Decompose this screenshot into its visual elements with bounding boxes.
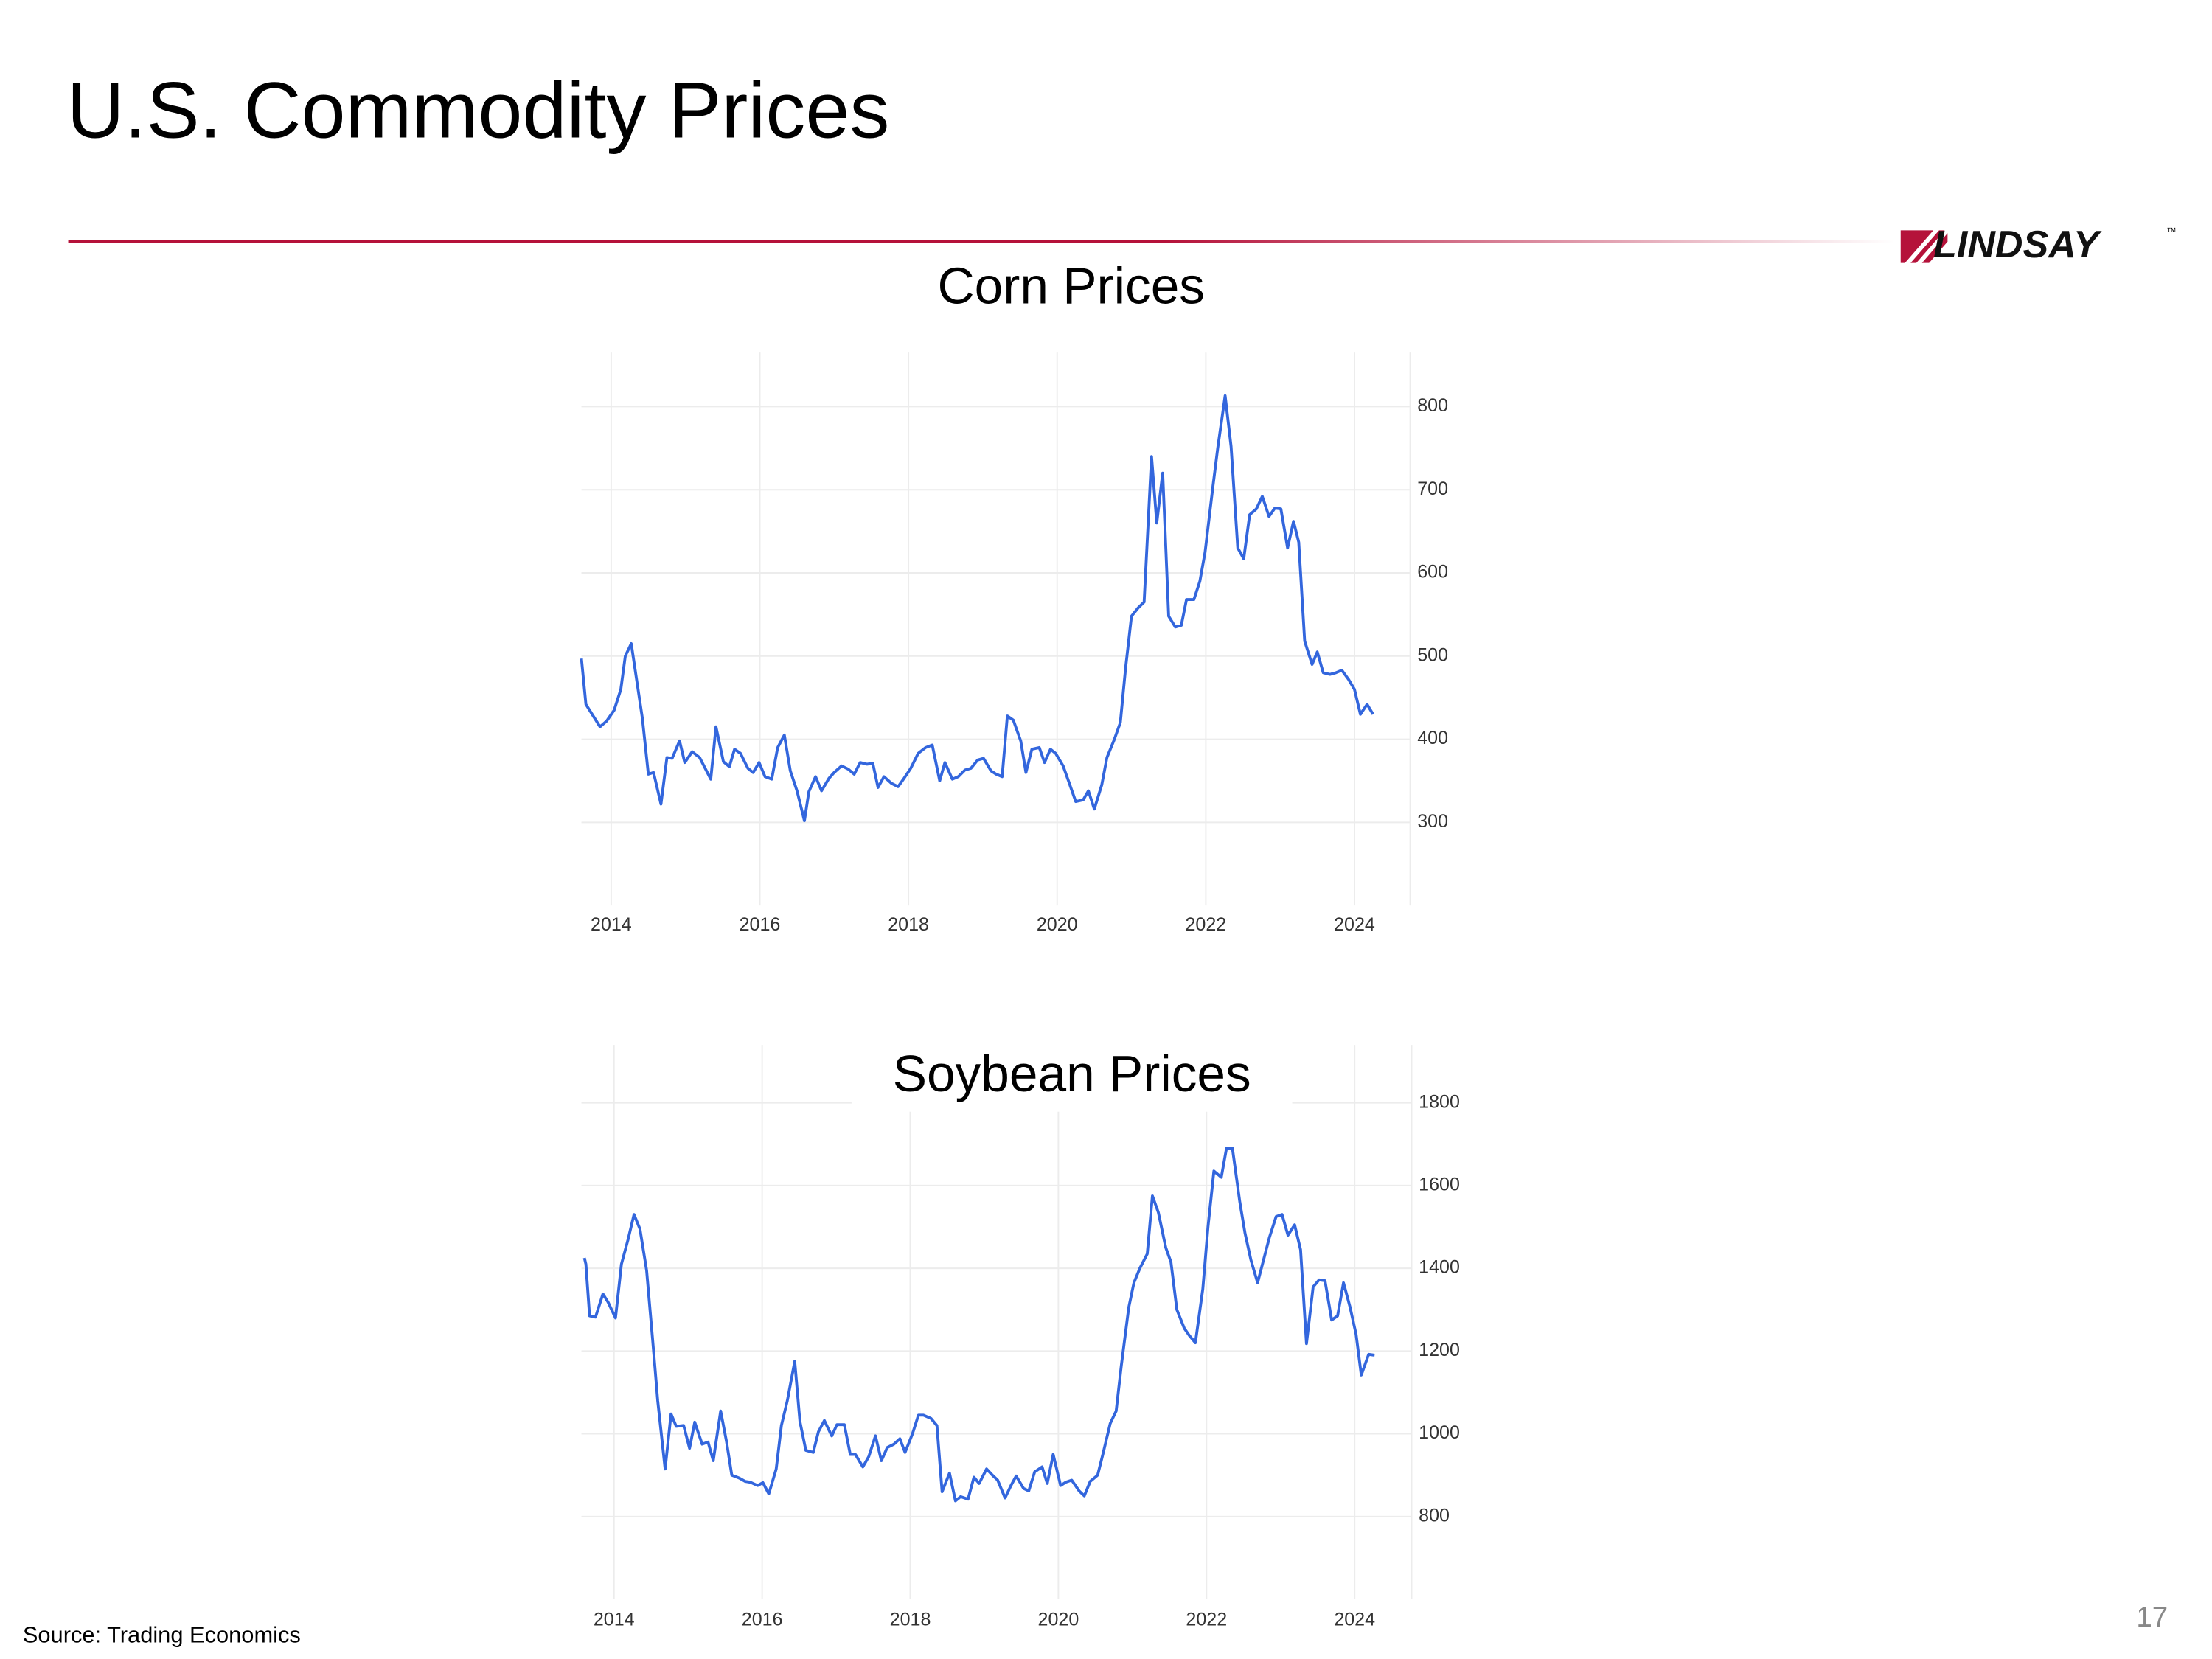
- y-tick-label: 300: [1417, 811, 1448, 832]
- x-tick-label: 2016: [740, 914, 781, 935]
- x-tick-label: 2018: [890, 1610, 931, 1630]
- x-tick-label: 2016: [742, 1610, 783, 1630]
- x-tick-label: 2014: [591, 914, 632, 935]
- x-tick-label: 2022: [1186, 914, 1227, 935]
- page-number: 17: [2136, 1601, 2168, 1633]
- chart-title: Corn Prices: [938, 257, 1205, 315]
- x-tick-label: 2014: [594, 1610, 635, 1630]
- chart-title: Soybean Prices: [893, 1045, 1251, 1102]
- x-tick-label: 2020: [1037, 914, 1078, 935]
- x-tick-label: 2024: [1334, 1610, 1375, 1630]
- x-tick-label: 2018: [888, 914, 929, 935]
- price-line: [582, 1147, 1375, 1503]
- header-rule: [68, 240, 1896, 243]
- y-tick-label: 800: [1417, 395, 1448, 416]
- y-tick-label: 800: [1419, 1505, 1450, 1526]
- source-note: Source: Trading Economics: [23, 1621, 301, 1647]
- y-tick-label: 700: [1417, 479, 1448, 499]
- y-tick-label: 600: [1417, 562, 1448, 582]
- y-tick-label: 1000: [1419, 1422, 1460, 1443]
- title-background: [851, 1043, 1293, 1112]
- logo-stripe: [1910, 230, 1945, 263]
- x-tick-label: 2020: [1038, 1610, 1079, 1630]
- logo-stripe: [1921, 233, 1948, 263]
- logo: LINDSAY ™: [1900, 223, 2177, 266]
- y-tick-label: 500: [1417, 644, 1448, 665]
- y-tick-label: 1400: [1419, 1257, 1460, 1278]
- logo-trademark: ™: [2166, 226, 2176, 237]
- price-line: [580, 394, 1374, 823]
- y-tick-label: 1200: [1419, 1340, 1460, 1360]
- y-tick-label: 1800: [1419, 1091, 1460, 1112]
- y-tick-label: 1600: [1419, 1175, 1460, 1195]
- x-tick-label: 2022: [1186, 1610, 1227, 1630]
- y-tick-label: 400: [1417, 728, 1448, 748]
- x-tick-label: 2024: [1334, 914, 1375, 935]
- logo-text: LINDSAY: [1933, 223, 2102, 266]
- logo-stripe: [1900, 230, 1934, 263]
- slide-title: U.S. Commodity Prices: [67, 66, 890, 155]
